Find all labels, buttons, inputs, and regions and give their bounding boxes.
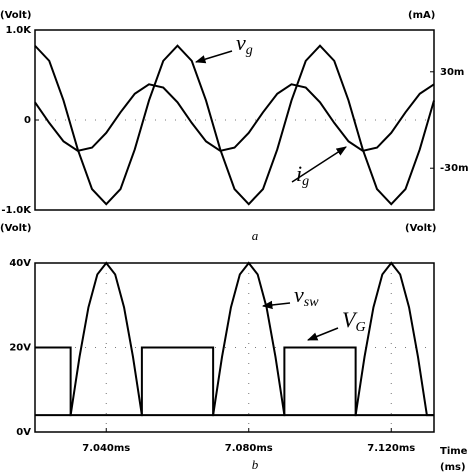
panel-caption: a [252,228,259,243]
x-tick-label: 7.120ms [367,443,415,454]
y-tick-label: 20V [9,343,31,354]
series-name: v [236,30,246,55]
series-label: vg [236,30,253,58]
series-name: V [342,307,358,332]
y-tick-label: -1.0K [1,205,32,216]
label-arrow [291,146,347,183]
y-axis-label: (Volt) [0,10,31,21]
series-subscript: G [355,320,365,335]
label-arrow [261,300,291,310]
y2-tick-label: 30m [440,67,464,78]
series-subscript: g [246,43,253,58]
series-line [34,44,435,206]
y-axis-label: (Volt) [0,223,31,234]
series-label: VG [342,307,366,335]
series-label: ig [296,161,309,189]
x-axis-unit: (ms) [440,462,466,473]
label-arrow [307,327,339,341]
x-tick-label: 7.040ms [82,443,130,454]
y-tick-label: 40V [9,258,31,269]
series-subscript: sw [304,295,319,310]
series-line [35,261,434,417]
series-name: i [296,161,302,186]
y-tick-label: 1.0K [6,25,33,36]
y-tick-label: 0V [16,427,31,438]
y2-tick-label: -30m [440,163,469,174]
series-subscript: g [302,174,309,189]
x-tick-label: 7.080ms [225,443,273,454]
plot-frame [34,262,435,433]
y2-axis-label: (mA) [408,10,435,21]
series-name: v [294,282,304,307]
series-line [35,346,434,417]
series-label: vsw [294,282,319,310]
y2-axis-label: (Volt) [405,223,436,234]
panel-caption: b [252,457,259,472]
label-arrow [194,50,233,64]
x-axis-label: Time [440,446,468,457]
series-line [34,83,435,152]
y-tick-label: 0 [24,115,31,126]
